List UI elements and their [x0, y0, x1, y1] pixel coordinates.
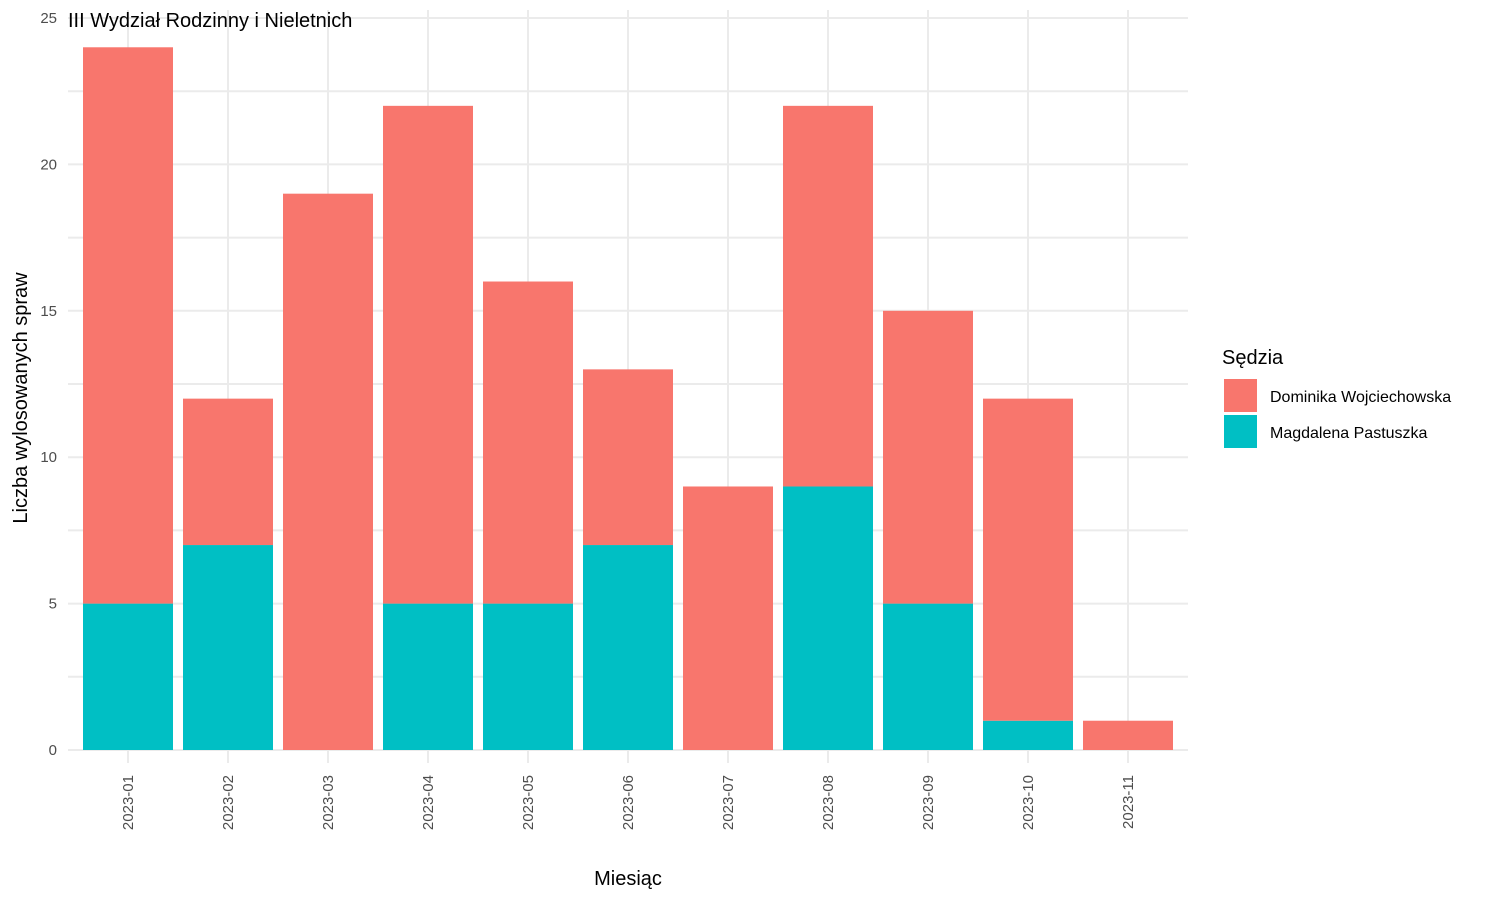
y-axis-title: Liczba wylosowanych spraw [10, 272, 32, 524]
bar-segment [383, 603, 473, 750]
y-tick-label: 10 [40, 449, 57, 466]
x-axis-title: Miesiąc [594, 868, 662, 890]
x-axis-ticks: 2023-01 2023-02 2023-03 2023-04 2023-05 2023-… [120, 775, 1137, 830]
x-tick-label: 2023-04 [420, 775, 437, 830]
x-tick-label: 2023-01 [120, 775, 137, 830]
legend: Sędzia Dominika Wojciechowska Magdalena P… [1222, 347, 1451, 448]
bar-segment [883, 603, 973, 750]
x-tick-label: 2023-08 [820, 775, 837, 830]
bar-segment [383, 105, 473, 604]
x-tick-label: 2023-07 [720, 775, 737, 830]
bar-segment [683, 486, 773, 750]
bar-segment [583, 369, 673, 546]
bar-segment [783, 486, 873, 750]
y-tick-label: 20 [40, 156, 57, 173]
y-tick-label: 0 [49, 742, 57, 759]
bar-segment [883, 310, 973, 604]
legend-label: Dominika Wojciechowska [1270, 389, 1451, 406]
chart-title: III Wydział Rodzinny i Nieletnich [68, 10, 352, 32]
y-tick-label: 5 [49, 596, 57, 613]
bar-segment [783, 105, 873, 487]
x-tick-label: 2023-02 [220, 775, 237, 830]
legend-label: Magdalena Pastuszka [1270, 425, 1428, 442]
x-tick-label: 2023-03 [320, 775, 337, 830]
bar-segment [483, 603, 573, 750]
y-tick-label: 15 [40, 303, 57, 320]
y-tick-label: 25 [40, 10, 57, 27]
bar-segment [83, 603, 173, 750]
x-tick-label: 2023-11 [1120, 775, 1137, 829]
legend-items: Dominika Wojciechowska Magdalena Pastuszk… [1224, 379, 1451, 448]
bar-segment [83, 47, 173, 604]
legend-title: Sędzia [1222, 347, 1284, 369]
x-tick-label: 2023-05 [520, 775, 537, 830]
bar-segment [183, 398, 273, 546]
bar-segment [983, 398, 1073, 721]
bar-segment [983, 720, 1073, 750]
x-tick-label: 2023-09 [920, 775, 937, 830]
legend-swatch [1224, 379, 1257, 412]
bar-segment [1083, 720, 1173, 750]
bar-segment [183, 545, 273, 750]
bars [83, 47, 1173, 750]
bar-segment [283, 193, 373, 750]
bar-segment [583, 545, 673, 750]
bar-segment [483, 281, 573, 604]
legend-swatch [1224, 415, 1257, 448]
x-tick-label: 2023-10 [1020, 775, 1037, 830]
y-axis-ticks: 0 5 10 15 20 25 [40, 10, 57, 759]
x-tick-label: 2023-06 [620, 775, 637, 830]
